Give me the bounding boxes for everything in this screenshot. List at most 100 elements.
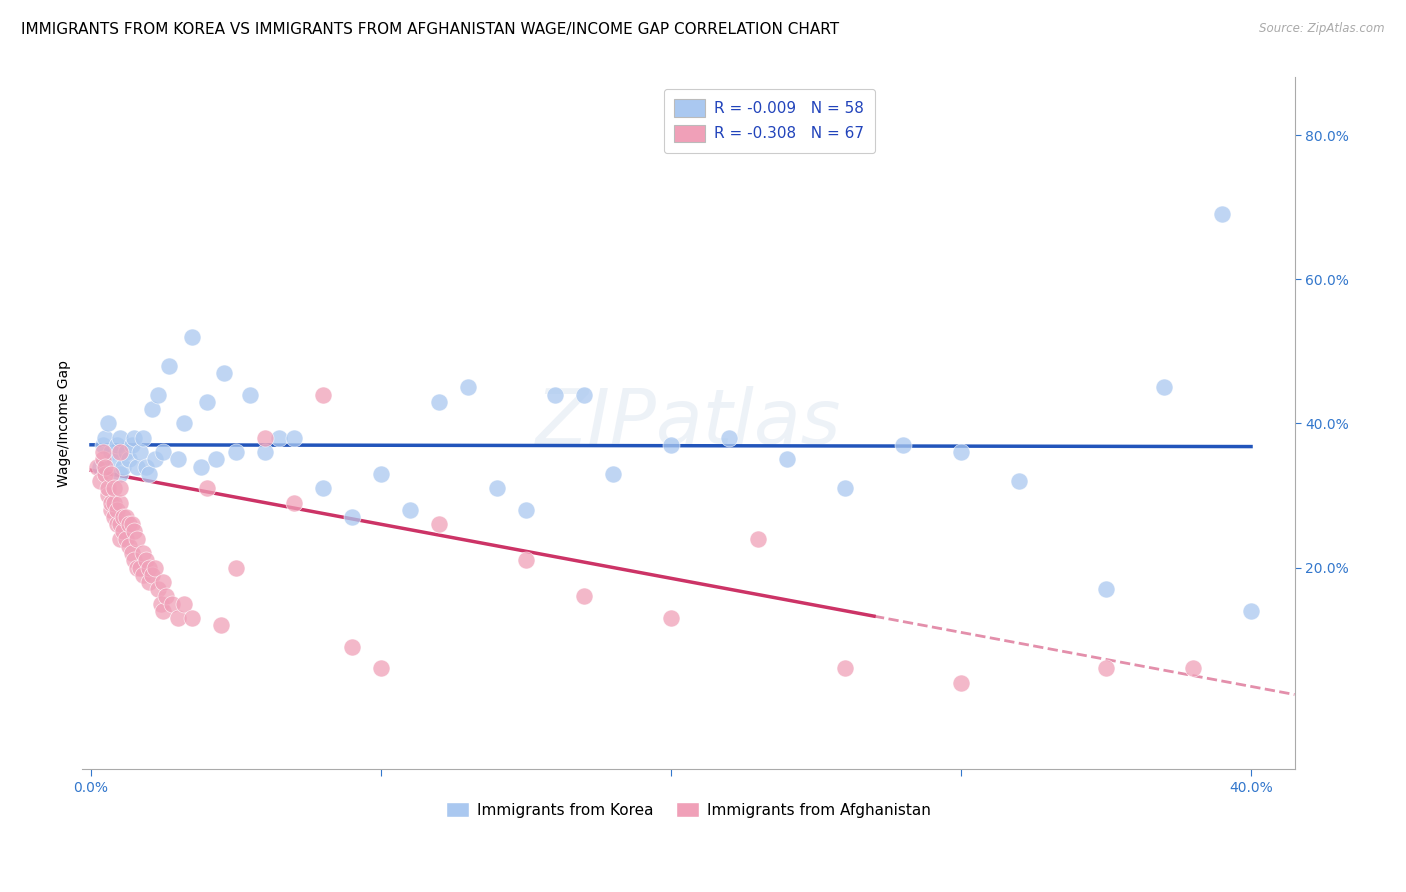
Point — [121, 517, 143, 532]
Point — [572, 590, 595, 604]
Point — [94, 459, 117, 474]
Point — [114, 445, 136, 459]
Point — [143, 452, 166, 467]
Point — [138, 574, 160, 589]
Point — [97, 481, 120, 495]
Point — [340, 510, 363, 524]
Point — [225, 560, 247, 574]
Point — [167, 452, 190, 467]
Point — [155, 590, 177, 604]
Point — [370, 661, 392, 675]
Point — [211, 618, 233, 632]
Point — [572, 387, 595, 401]
Point — [111, 459, 134, 474]
Point — [118, 517, 141, 532]
Point — [97, 488, 120, 502]
Point — [146, 582, 169, 596]
Point — [950, 675, 973, 690]
Point — [190, 459, 212, 474]
Point — [132, 546, 155, 560]
Point — [195, 394, 218, 409]
Point — [127, 560, 149, 574]
Point — [108, 532, 131, 546]
Point — [108, 431, 131, 445]
Point — [167, 611, 190, 625]
Point — [118, 539, 141, 553]
Point — [132, 431, 155, 445]
Point — [427, 517, 450, 532]
Point — [1153, 380, 1175, 394]
Point — [160, 597, 183, 611]
Point — [1211, 207, 1233, 221]
Point — [86, 459, 108, 474]
Point — [103, 452, 125, 467]
Point — [103, 481, 125, 495]
Point — [181, 330, 204, 344]
Point — [91, 438, 114, 452]
Point — [157, 359, 180, 373]
Point — [515, 503, 537, 517]
Point — [253, 445, 276, 459]
Point — [129, 560, 152, 574]
Point — [105, 517, 128, 532]
Point — [103, 496, 125, 510]
Point — [1240, 604, 1263, 618]
Point — [1008, 474, 1031, 488]
Point — [173, 597, 195, 611]
Point — [108, 496, 131, 510]
Point — [602, 467, 624, 481]
Point — [124, 524, 146, 539]
Point — [950, 445, 973, 459]
Point — [94, 467, 117, 481]
Point — [100, 445, 122, 459]
Point — [114, 510, 136, 524]
Point — [834, 661, 856, 675]
Point — [103, 510, 125, 524]
Point — [1095, 582, 1118, 596]
Point — [891, 438, 914, 452]
Point — [152, 445, 174, 459]
Point — [141, 567, 163, 582]
Point — [132, 567, 155, 582]
Y-axis label: Wage/Income Gap: Wage/Income Gap — [58, 359, 72, 487]
Point — [111, 510, 134, 524]
Point — [141, 401, 163, 416]
Point — [239, 387, 262, 401]
Point — [118, 452, 141, 467]
Point — [283, 496, 305, 510]
Point — [94, 431, 117, 445]
Point — [114, 532, 136, 546]
Point — [152, 604, 174, 618]
Point — [135, 553, 157, 567]
Point — [124, 431, 146, 445]
Point — [485, 481, 508, 495]
Point — [747, 532, 769, 546]
Legend: Immigrants from Korea, Immigrants from Afghanistan: Immigrants from Korea, Immigrants from A… — [440, 796, 936, 824]
Point — [225, 445, 247, 459]
Point — [312, 481, 335, 495]
Point — [108, 481, 131, 495]
Point — [204, 452, 226, 467]
Point — [135, 459, 157, 474]
Point — [717, 431, 740, 445]
Point — [173, 417, 195, 431]
Point — [269, 431, 291, 445]
Point — [146, 387, 169, 401]
Point — [100, 503, 122, 517]
Point — [97, 417, 120, 431]
Point — [105, 438, 128, 452]
Point — [108, 517, 131, 532]
Point — [214, 366, 236, 380]
Point — [121, 438, 143, 452]
Point — [1095, 661, 1118, 675]
Point — [129, 445, 152, 459]
Point — [253, 431, 276, 445]
Point — [659, 438, 682, 452]
Point — [127, 459, 149, 474]
Point — [138, 560, 160, 574]
Point — [427, 394, 450, 409]
Point — [776, 452, 799, 467]
Point — [105, 503, 128, 517]
Point — [121, 546, 143, 560]
Point — [100, 467, 122, 481]
